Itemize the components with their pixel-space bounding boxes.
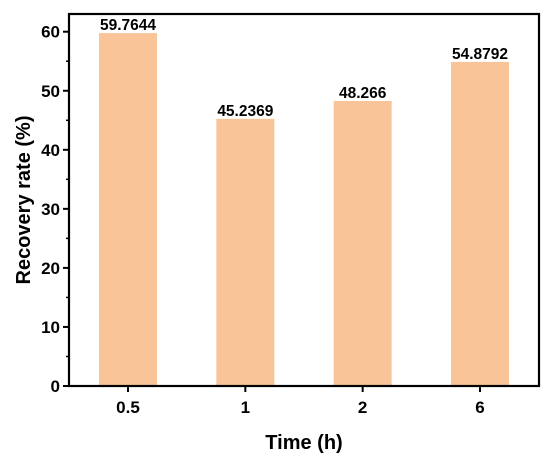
x-tick-label-6: 6 [475, 398, 484, 417]
bar-0.5 [99, 33, 157, 387]
x-axis: 0.5 1 2 6 [116, 386, 485, 417]
bars-group [99, 33, 509, 387]
y-axis-title: Recovery rate (%) [13, 116, 35, 285]
data-label-1: 45.2369 [217, 103, 273, 120]
y-tick-label-20: 20 [41, 259, 60, 278]
y-tick-label-60: 60 [41, 23, 60, 42]
y-tick-label-50: 50 [41, 82, 60, 101]
data-label-2: 48.266 [339, 85, 387, 102]
x-tick-label-1: 1 [241, 398, 250, 417]
bar-2 [333, 101, 392, 386]
y-tick-label-30: 30 [41, 200, 60, 219]
data-label-6: 54.8792 [452, 46, 508, 63]
plot-frame [67, 12, 541, 388]
y-tick-label-0: 0 [51, 377, 60, 396]
x-tick-label-0.5: 0.5 [116, 398, 140, 417]
bar-6 [451, 61, 509, 387]
y-axis: 0 10 20 30 40 50 60 [41, 23, 69, 396]
y-tick-label-10: 10 [41, 318, 60, 337]
y-tick-label-40: 40 [41, 141, 60, 160]
x-tick-label-2: 2 [358, 398, 367, 417]
bar-1 [216, 118, 275, 387]
data-label-0.5: 59.7644 [100, 17, 156, 34]
x-axis-title: Time (h) [265, 432, 342, 454]
data-labels-group: 59.7644 45.2369 48.266 54.8792 [100, 17, 508, 120]
